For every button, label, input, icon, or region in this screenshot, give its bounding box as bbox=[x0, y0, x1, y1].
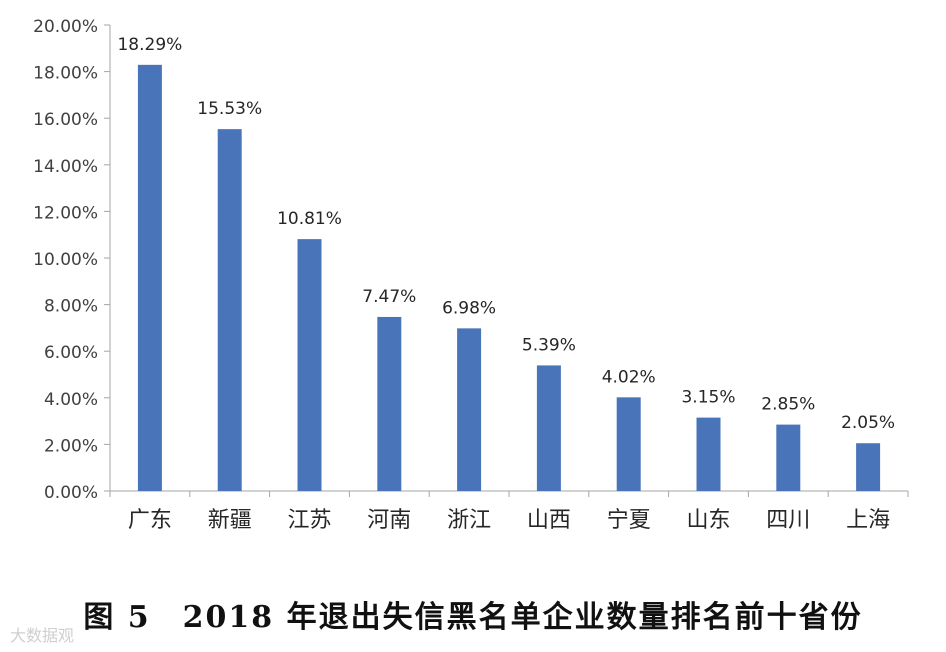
data-label: 4.02% bbox=[602, 367, 656, 387]
bar bbox=[776, 424, 801, 491]
x-tick-label: 宁夏 bbox=[607, 508, 651, 533]
y-tick-label: 6.00% bbox=[44, 343, 98, 363]
bar-series bbox=[137, 64, 881, 491]
x-tick-label: 上海 bbox=[846, 508, 890, 533]
data-label: 10.81% bbox=[277, 209, 342, 229]
y-tick-label: 14.00% bbox=[33, 157, 98, 177]
x-tick-label: 山东 bbox=[686, 508, 730, 533]
data-label: 6.98% bbox=[442, 298, 496, 318]
x-tick-label: 山西 bbox=[527, 508, 571, 533]
x-tick-label: 河南 bbox=[367, 508, 411, 533]
bar bbox=[217, 129, 242, 491]
y-axis: 0.00% 2.00% 4.00% 6.00% 8.00% 10.00% 12.00% 14.… bbox=[33, 17, 111, 503]
data-labels: 18.29% 15.53% 10.81% 7.47% 6.98% 5.39% 4.02% 3.… bbox=[117, 35, 895, 433]
y-tick-label: 8.00% bbox=[44, 297, 98, 317]
data-label: 18.29% bbox=[117, 35, 182, 55]
x-axis: 广东 新疆 江苏 河南 浙江 山西 宁夏 山东 四川 上海 bbox=[109, 490, 909, 533]
bar bbox=[536, 365, 561, 491]
x-tick-label: 新疆 bbox=[208, 508, 252, 533]
bar-chart: 0.00% 2.00% 4.00% 6.00% 8.00% 10.00% 12.00% 14.… bbox=[33, 17, 909, 533]
data-label: 7.47% bbox=[362, 287, 416, 307]
x-tick-label: 四川 bbox=[766, 508, 810, 533]
y-tick-label: 10.00% bbox=[33, 250, 98, 270]
y-tick-label: 4.00% bbox=[44, 390, 98, 410]
y-tick-label: 12.00% bbox=[33, 203, 98, 223]
data-label: 5.39% bbox=[522, 335, 576, 355]
x-tick-label: 江苏 bbox=[287, 508, 331, 533]
data-label: 2.85% bbox=[761, 395, 815, 415]
watermark: 大数据观 bbox=[10, 626, 75, 645]
bar bbox=[696, 417, 721, 491]
y-tick-label: 18.00% bbox=[33, 64, 98, 84]
y-tick-label: 16.00% bbox=[33, 110, 98, 130]
y-tick-label: 0.00% bbox=[44, 483, 98, 503]
x-tick-label: 广东 bbox=[128, 508, 172, 533]
bar bbox=[297, 239, 322, 491]
x-tick-label: 浙江 bbox=[447, 508, 491, 533]
bar bbox=[457, 328, 482, 491]
data-label: 15.53% bbox=[197, 99, 262, 119]
data-label: 3.15% bbox=[681, 388, 735, 408]
bar bbox=[856, 443, 881, 491]
bar bbox=[616, 397, 641, 491]
bar bbox=[377, 316, 402, 491]
y-tick-label: 20.00% bbox=[33, 17, 98, 37]
data-label: 2.05% bbox=[841, 413, 895, 433]
bar bbox=[137, 64, 162, 491]
figure-caption: 图 5 2018 年退出失信黑名单企业数量排名前十省份 bbox=[83, 600, 863, 635]
y-tick-label: 2.00% bbox=[44, 436, 98, 456]
